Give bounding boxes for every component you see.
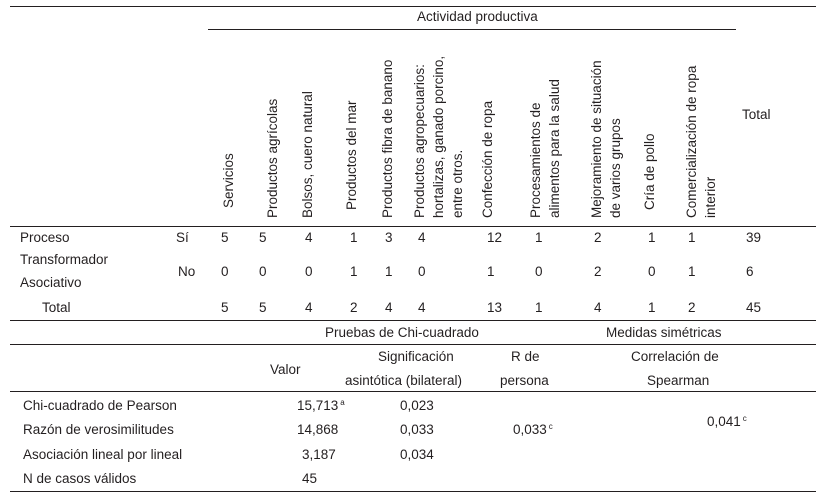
r-header-1: R de — [511, 349, 540, 364]
col-header-servicios: Servicios — [221, 153, 236, 208]
cell-yes-4: 3 — [385, 230, 393, 245]
col-header-cria-pollo: Cría de pollo — [642, 133, 657, 210]
cell-yes-10: 1 — [688, 230, 696, 245]
row-label-line-2: Transformador — [20, 252, 109, 267]
cell-total-total: 45 — [746, 300, 762, 315]
cell-no-8: 2 — [594, 264, 602, 279]
cell-total-1: 5 — [259, 300, 267, 315]
row-label-line-1: Proceso — [20, 230, 70, 245]
cell-yes-1: 5 — [259, 230, 267, 245]
chi-square-title: Pruebas de Chi-cuadrado — [325, 325, 479, 340]
cell-total-7: 1 — [535, 300, 543, 315]
pearson-value: 15,713 a — [297, 398, 345, 413]
cell-total-8: 4 — [594, 300, 602, 315]
cell-total-6: 13 — [487, 300, 503, 315]
cell-total-4: 4 — [385, 300, 393, 315]
cell-no-5: 0 — [418, 264, 426, 279]
cell-no-4: 1 — [385, 264, 393, 279]
likelihood-significance: 0,033 — [400, 422, 434, 437]
cell-total-5: 4 — [418, 300, 426, 315]
test-row-label: N de casos válidos — [23, 471, 137, 486]
footnote-marker: a — [340, 398, 345, 407]
cell-yes-3: 1 — [350, 230, 358, 245]
cell-no-7: 0 — [535, 264, 543, 279]
col-header-productos-mar: Productos del mar — [344, 100, 359, 210]
total-column-header: Total — [742, 107, 771, 122]
total-row-label: Total — [42, 300, 71, 315]
cell-total-10: 2 — [688, 300, 696, 315]
yes-label: Sí — [176, 230, 189, 245]
header-bottom-rule — [10, 226, 816, 227]
row-label-line-3: Asociativo — [20, 275, 82, 290]
footnote-marker: c — [548, 422, 553, 431]
spearman-header-2: Spearman — [647, 373, 710, 388]
cell-yes-2: 4 — [305, 230, 313, 245]
symmetric-measures-title: Medidas simétricas — [606, 325, 722, 340]
crosstab-bottom-rule — [10, 320, 816, 321]
cell-no-total: 6 — [746, 264, 754, 279]
top-rule — [10, 6, 816, 7]
col-header-confeccion-ropa: Confección de ropa — [480, 100, 495, 218]
significance-header-1: Significación — [378, 349, 454, 364]
significance-header-2: asintótica (bilateral) — [345, 373, 463, 388]
test-row-label: Asociación lineal por lineal — [23, 447, 183, 462]
n-cases-value: 45 — [302, 471, 318, 486]
col-header-procesamientos: Procesamientos de alimentos para la salud — [528, 79, 562, 218]
tests-title-rule — [10, 344, 816, 345]
col-header-productos-agricolas: Productos agrícolas — [265, 98, 280, 218]
cell-yes-6: 12 — [487, 230, 503, 245]
cell-no-9: 0 — [648, 264, 656, 279]
spearman-value: 0,041 c — [707, 414, 747, 429]
col-header-mejoramiento: Mejoramiento de situación de varios grupo… — [589, 60, 623, 218]
col-header-comercializacion: Comercialización de ropa interior — [684, 65, 718, 218]
spearman-header-1: Correlación de — [631, 349, 719, 364]
group-title: Actividad productiva — [417, 9, 538, 24]
cell-no-0: 0 — [221, 264, 229, 279]
likelihood-value: 14,868 — [297, 422, 339, 437]
group-rule — [208, 29, 736, 30]
no-label: No — [178, 264, 196, 279]
cell-yes-8: 2 — [594, 230, 602, 245]
test-row-label: Chi-cuadrado de Pearson — [23, 398, 177, 413]
col-header-bolsos: Bolsos, cuero natural — [300, 91, 315, 218]
value-column-header: Valor — [270, 362, 301, 377]
linear-value: 3,187 — [302, 447, 336, 462]
footnote-marker: c — [742, 414, 747, 423]
cell-total-3: 2 — [350, 300, 358, 315]
cell-total-9: 1 — [648, 300, 656, 315]
cell-no-6: 1 — [487, 264, 495, 279]
cell-total-2: 4 — [305, 300, 313, 315]
cell-no-3: 1 — [350, 264, 358, 279]
linear-significance: 0,034 — [400, 447, 434, 462]
col-header-fibra-banano: Productos fibra de banano — [380, 59, 395, 218]
cell-yes-9: 1 — [648, 230, 656, 245]
cell-total-0: 5 — [221, 300, 229, 315]
cell-yes-7: 1 — [535, 230, 543, 245]
cell-no-10: 1 — [688, 264, 696, 279]
tests-header-rule — [10, 391, 816, 392]
cell-no-2: 0 — [305, 264, 313, 279]
cell-yes-5: 4 — [418, 230, 426, 245]
pearson-significance: 0,023 — [400, 398, 434, 413]
cell-yes-0: 5 — [221, 230, 229, 245]
r-header-2: persona — [500, 373, 549, 388]
cell-no-1: 0 — [259, 264, 267, 279]
cell-yes-total: 39 — [746, 230, 762, 245]
r-value: 0,033 c — [513, 422, 553, 437]
bottom-rule — [10, 491, 816, 492]
test-row-label: Razón de verosimilitudes — [23, 422, 174, 437]
col-header-agropecuarios: Productos agropecuarios: hortalizas, gana… — [412, 55, 465, 218]
